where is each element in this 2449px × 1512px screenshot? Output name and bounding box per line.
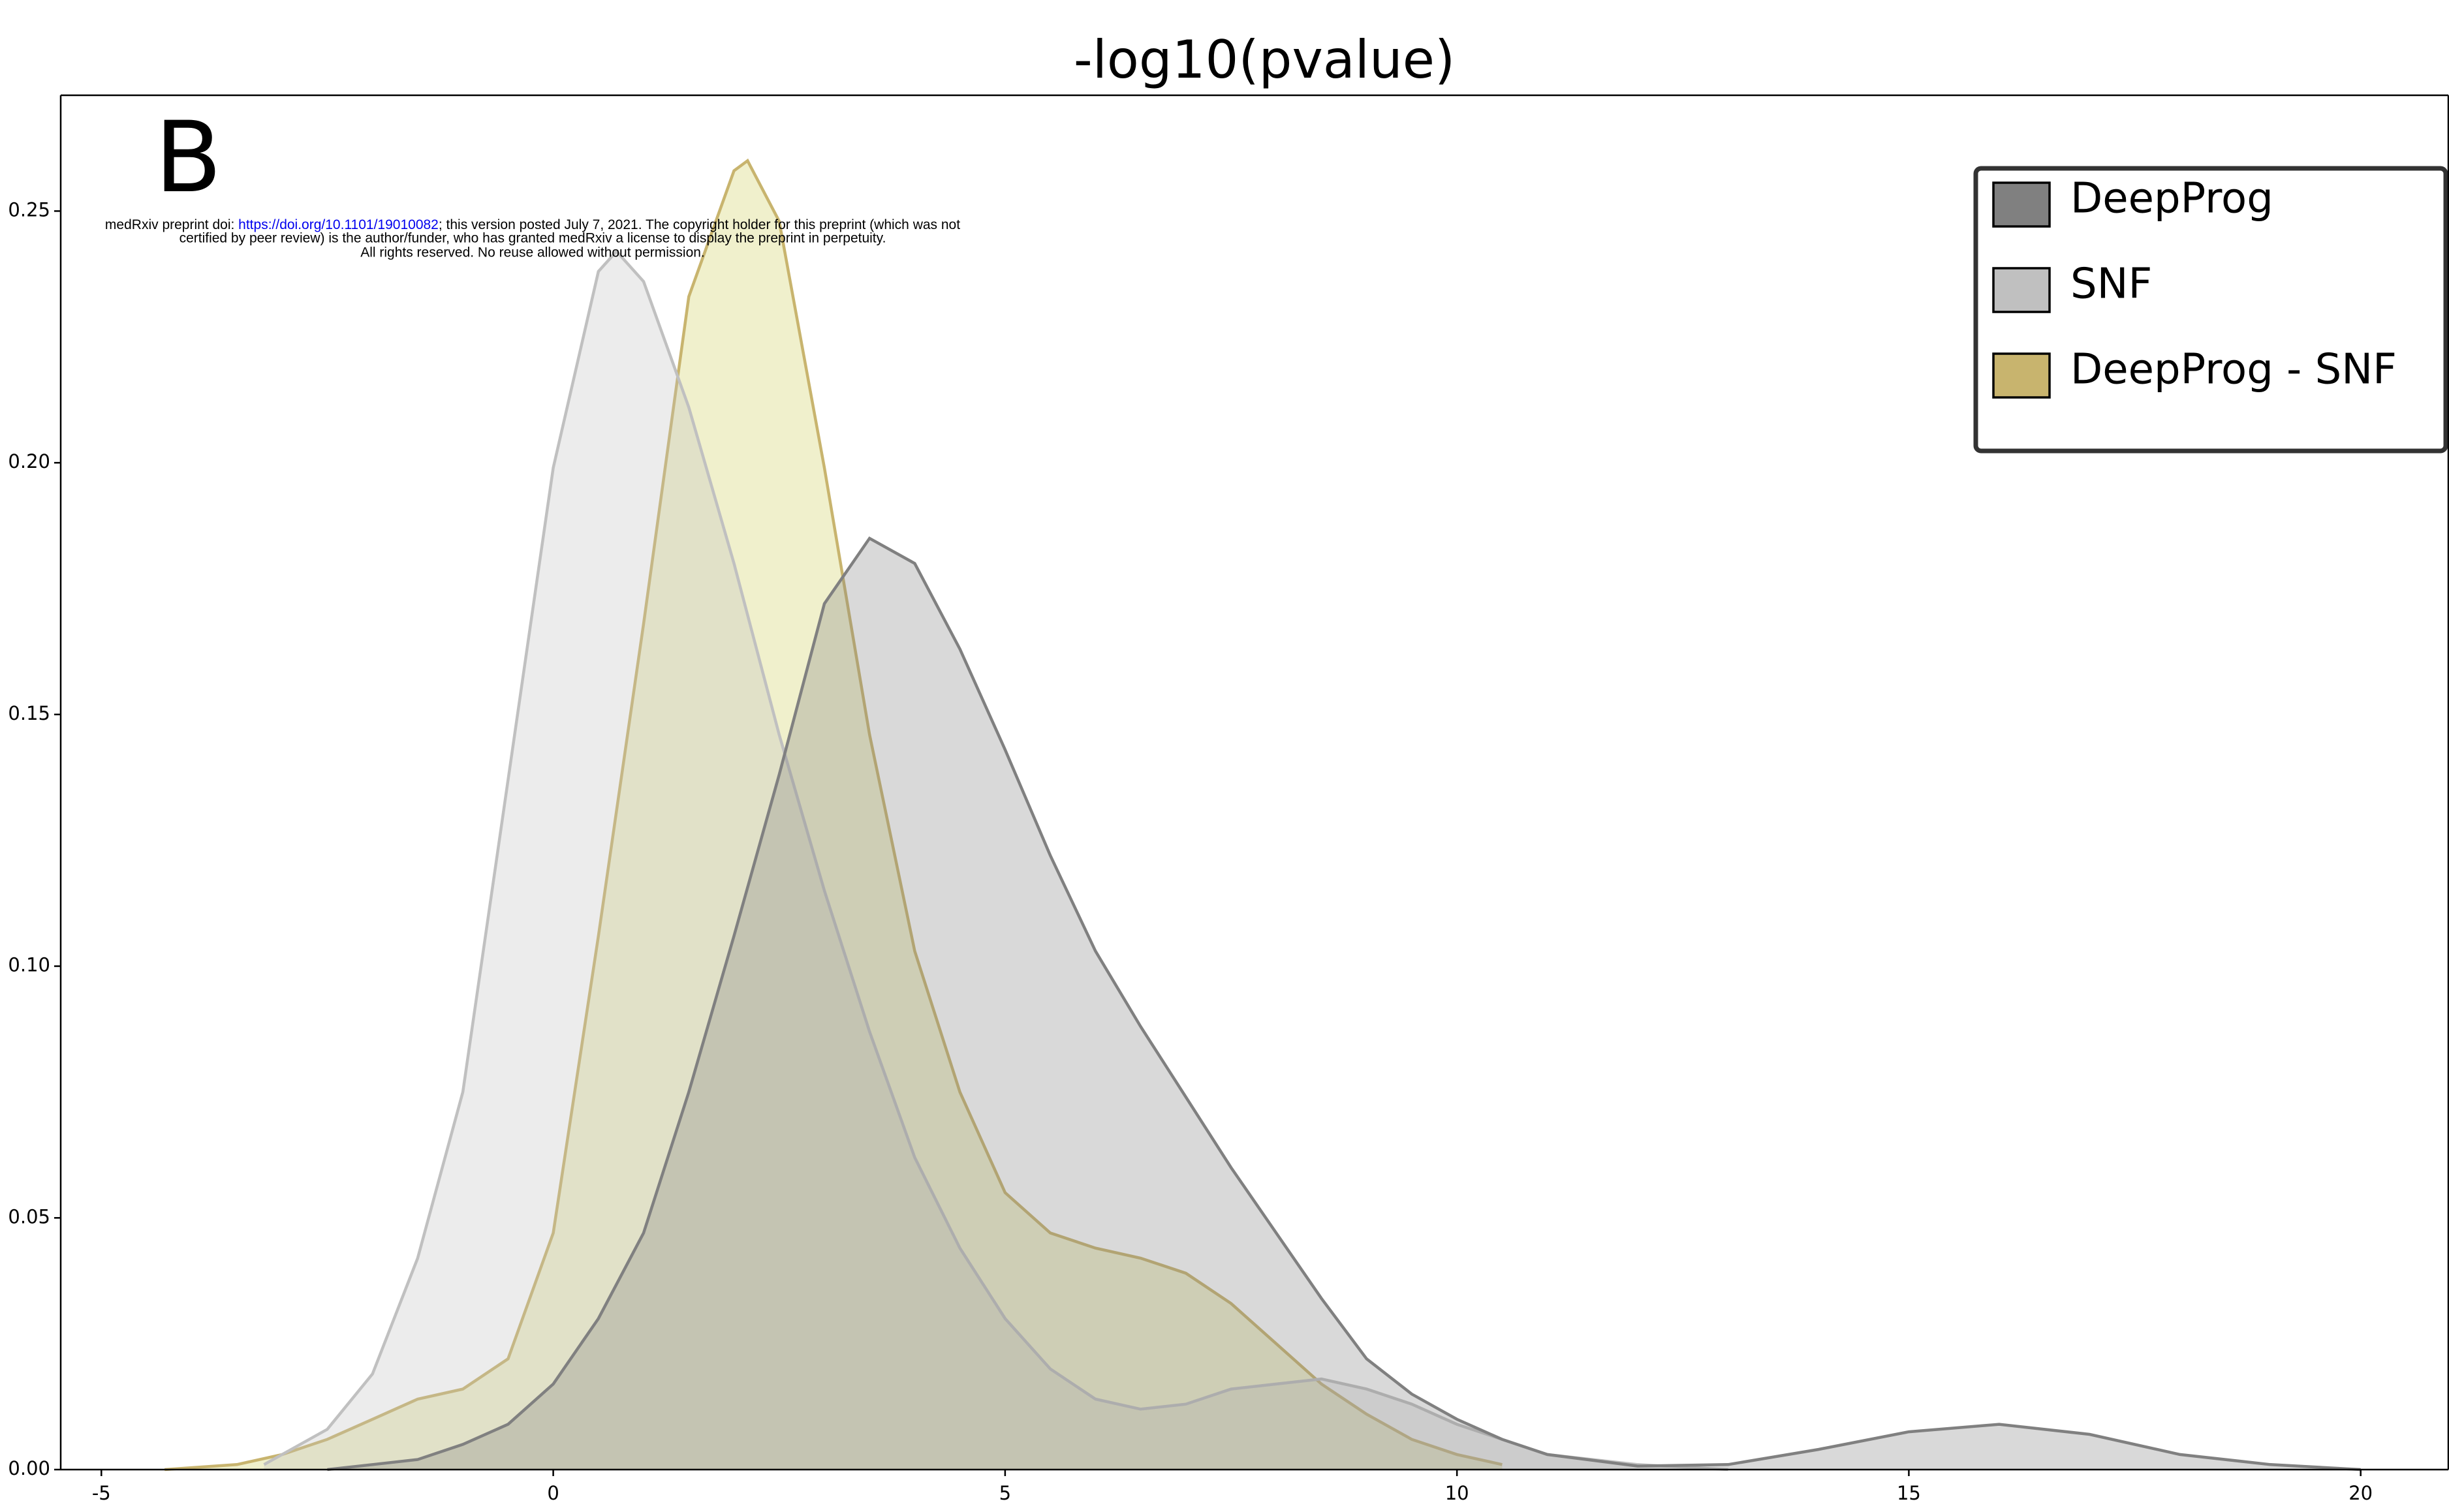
panel-label: B	[155, 101, 222, 215]
legend-label: SNF	[2070, 260, 2152, 309]
y-tick-label: 0.15	[8, 702, 50, 724]
watermark-line: medRxiv preprint doi: https://doi.org/10…	[105, 217, 960, 232]
watermark-text: medRxiv preprint doi:	[105, 217, 238, 232]
watermark-text: ; this version posted July 7, 2021. The …	[439, 217, 960, 232]
x-tick-label: 20	[2348, 1482, 2373, 1504]
chart-title: -log10(pvalue)	[1074, 29, 1455, 90]
area-fill	[327, 538, 2361, 1470]
y-tick-label: 0.25	[8, 198, 50, 221]
legend-swatch	[1992, 181, 2051, 228]
watermark-line: All rights reserved. No reuse allowed wi…	[360, 245, 705, 260]
x-tick-label: 5	[999, 1482, 1011, 1504]
watermark-link[interactable]: https://doi.org/10.1101/19010082	[238, 217, 439, 232]
watermark-line: certified by peer review) is the author/…	[179, 231, 886, 246]
legend-label: DeepProg	[2070, 175, 2273, 223]
legend-swatch	[1992, 352, 2051, 399]
density-line	[263, 249, 1728, 1472]
legend: DeepProg SNF DeepProg - SNF	[1973, 166, 2448, 454]
area-fill	[264, 251, 1728, 1470]
x-tick-label: 0	[547, 1482, 559, 1504]
density-line	[327, 536, 2361, 1472]
y-tick-label: 0.05	[8, 1205, 50, 1227]
y-tick-label: 0.10	[8, 954, 50, 976]
density-line	[164, 158, 1503, 1472]
y-tick-label: 0.20	[8, 450, 50, 472]
legend-label: DeepProg - SNF	[2070, 346, 2397, 394]
y-tick-label: 0.00	[8, 1457, 50, 1479]
x-tick-label: -5	[92, 1482, 111, 1504]
x-tick-label: 15	[1897, 1482, 1921, 1504]
legend-box	[1973, 166, 2448, 454]
plot-area	[164, 158, 2361, 1472]
legend-swatch	[1992, 267, 2051, 313]
area-fill	[164, 161, 1503, 1470]
x-tick-label: 10	[1445, 1482, 1469, 1504]
